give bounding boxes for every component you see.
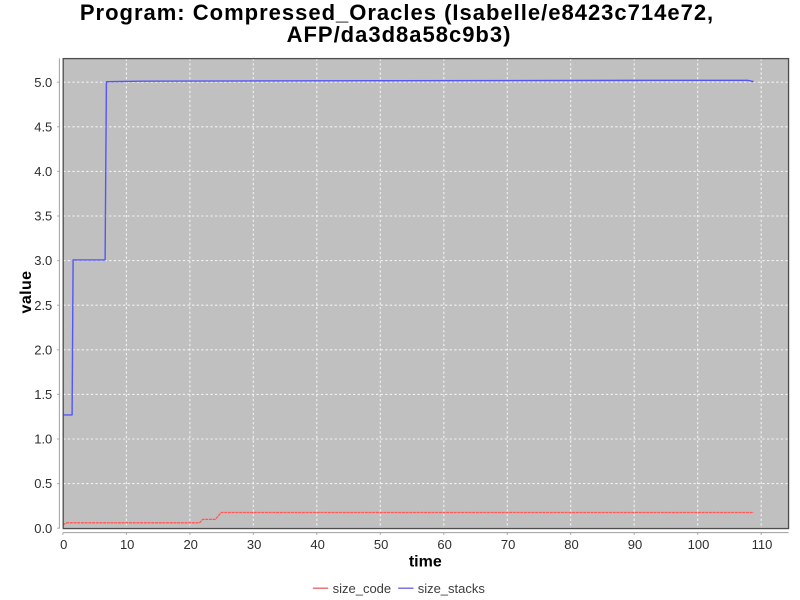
svg-text:2.0: 2.0 bbox=[34, 342, 52, 357]
svg-text:3.0: 3.0 bbox=[34, 253, 52, 268]
svg-text:50: 50 bbox=[374, 537, 388, 552]
svg-text:time: time bbox=[409, 554, 442, 571]
svg-text:30: 30 bbox=[247, 537, 261, 552]
svg-text:0: 0 bbox=[60, 537, 67, 552]
svg-text:1.5: 1.5 bbox=[34, 387, 52, 402]
svg-text:0.5: 0.5 bbox=[34, 476, 52, 491]
svg-text:1.0: 1.0 bbox=[34, 432, 52, 447]
svg-text:10: 10 bbox=[120, 537, 134, 552]
svg-text:100: 100 bbox=[688, 537, 710, 552]
svg-text:80: 80 bbox=[564, 537, 578, 552]
svg-text:40: 40 bbox=[310, 537, 324, 552]
svg-text:4.5: 4.5 bbox=[34, 119, 52, 134]
svg-text:size_code: size_code bbox=[333, 581, 392, 596]
svg-text:5.0: 5.0 bbox=[34, 75, 52, 90]
svg-text:0.0: 0.0 bbox=[34, 521, 52, 536]
svg-text:3.5: 3.5 bbox=[34, 209, 52, 224]
svg-text:20: 20 bbox=[183, 537, 197, 552]
svg-text:size_stacks: size_stacks bbox=[418, 581, 486, 596]
svg-text:value: value bbox=[18, 271, 35, 314]
svg-text:AFP/da3d8a58c9b3): AFP/da3d8a58c9b3) bbox=[287, 22, 512, 47]
svg-text:110: 110 bbox=[752, 537, 773, 552]
svg-text:2.5: 2.5 bbox=[34, 298, 52, 313]
svg-text:60: 60 bbox=[437, 537, 451, 552]
svg-text:4.0: 4.0 bbox=[34, 164, 52, 179]
svg-text:Program: Compressed_Oracles (I: Program: Compressed_Oracles (Isabelle/e8… bbox=[80, 0, 714, 25]
svg-text:90: 90 bbox=[628, 537, 642, 552]
svg-text:70: 70 bbox=[501, 537, 515, 552]
